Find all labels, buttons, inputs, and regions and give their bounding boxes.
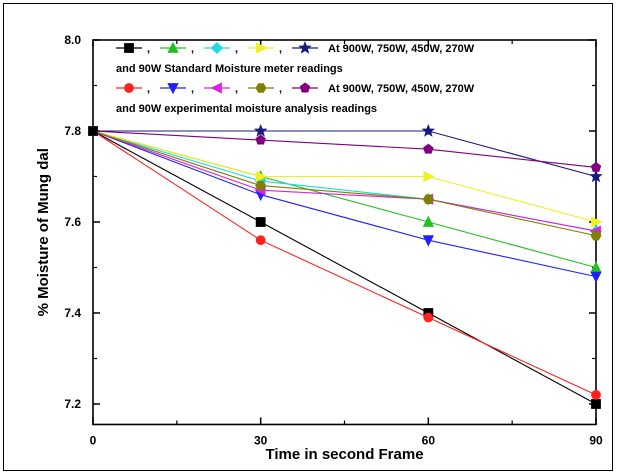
series-line [92, 130, 597, 232]
data-point [590, 230, 602, 241]
plot-border [92, 39, 597, 426]
data-point [255, 235, 266, 246]
legend-marker [256, 42, 268, 54]
data-point [422, 194, 434, 204]
legend-marker [210, 41, 224, 55]
legend-text-line-1: At 900W, 750W, 450W, 270W [328, 43, 475, 55]
figure-frame [3, 3, 613, 471]
data-point [591, 399, 601, 409]
data-point [255, 180, 267, 191]
legend-separator: , [147, 43, 150, 55]
legend-separator: , [191, 83, 194, 95]
legend-separator: , [235, 83, 238, 95]
series-line [92, 130, 597, 396]
y-tick-label: 7.4 [64, 306, 81, 320]
legend-marker [299, 82, 311, 93]
data-point [590, 271, 602, 283]
series-line [93, 130, 597, 178]
series-line [92, 130, 597, 278]
legend: ,,,, At 900W, 750W, 450W, 270W and 90W Sta… [116, 40, 475, 115]
series-layer [88, 123, 603, 409]
series-10 [92, 130, 602, 172]
legend-text-line-4: and 90W experimental moisture analysis r… [116, 103, 377, 115]
series-9 [92, 130, 602, 241]
legend-marker [167, 83, 179, 95]
data-point [255, 217, 266, 227]
data-point [422, 215, 434, 227]
legend-separator: , [191, 43, 194, 55]
series-6 [92, 130, 601, 400]
data-point [253, 123, 268, 137]
legend-text-line-3: At 900W, 750W, 450W, 270W [328, 83, 475, 95]
data-point [255, 134, 266, 145]
data-point-origin [88, 126, 98, 136]
series-line [92, 130, 597, 237]
data-point [422, 235, 434, 247]
legend-separator: , [235, 43, 238, 55]
legend-separator: , [147, 83, 150, 95]
y-axis-label: % Moisture of Mung dal [35, 148, 52, 316]
plot-area [92, 39, 597, 426]
x-axis-label: Time in second Frame [265, 446, 423, 463]
series-1 [92, 130, 601, 409]
data-point [421, 123, 436, 137]
series-line [92, 130, 597, 168]
legend-marker [167, 41, 179, 53]
y-tick-label: 7.8 [64, 124, 81, 138]
legend-marker [124, 43, 134, 53]
x-tick-label: 0 [90, 433, 97, 447]
legend-separator: , [279, 83, 282, 95]
legend-text-line-2: and 90W Standard Moisture meter readings [116, 63, 343, 75]
data-point [423, 170, 435, 183]
data-point [591, 216, 603, 228]
legend-marker [255, 83, 267, 93]
legend-marker [210, 82, 222, 94]
x-tick-label: 60 [422, 433, 436, 447]
y-tick-label: 7.2 [64, 397, 81, 411]
legend-separator: , [279, 43, 282, 55]
series-line [92, 130, 597, 232]
data-point [423, 143, 434, 154]
x-tick-label: 30 [254, 433, 268, 447]
data-point [591, 389, 601, 400]
y-tick-label: 7.6 [64, 215, 81, 229]
data-point [589, 169, 603, 183]
data-point [590, 161, 602, 172]
legend-marker [124, 83, 134, 93]
axes: 0 30 60 90 7.2 7.4 7.6 7.8 8.0 [64, 33, 603, 447]
series-5 [93, 123, 603, 183]
data-point [423, 312, 434, 323]
series-line [92, 130, 597, 405]
series-line [92, 130, 597, 223]
data-point [255, 170, 268, 183]
x-tick-label: 90 [589, 433, 603, 447]
series-4 [92, 130, 603, 228]
y-tick-label: 8.0 [64, 33, 81, 47]
legend-marker [298, 40, 312, 54]
